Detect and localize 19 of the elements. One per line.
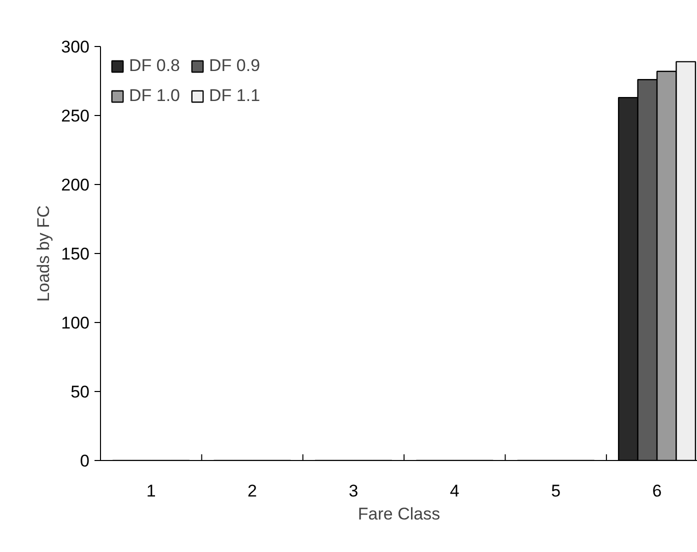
y-tick-label: 50 [70, 382, 90, 402]
x-axis-title: Fare Class [358, 504, 440, 524]
x-tick-label: 1 [146, 482, 156, 500]
x-tick-label: 5 [551, 482, 561, 500]
x-tick-label: 6 [652, 482, 662, 500]
y-tick-label: 0 [80, 452, 90, 470]
y-tick-label: 200 [61, 176, 90, 194]
x-tick-label: 3 [348, 482, 358, 500]
y-tick-label: 100 [61, 314, 90, 332]
x-tick-label: 4 [450, 482, 460, 500]
y-tick-label: 250 [61, 106, 90, 126]
legend-label: DF 0.8 [129, 56, 180, 76]
x-tick-label: 2 [248, 482, 258, 500]
y-axis-title: Loads by FC [34, 205, 54, 302]
legend-label: DF 1.1 [209, 86, 260, 106]
y-tick-label: 150 [61, 244, 90, 264]
y-tick-label: 300 [61, 38, 90, 56]
legend-label: DF 1.0 [129, 86, 180, 106]
legend-label: DF 0.9 [209, 56, 260, 76]
